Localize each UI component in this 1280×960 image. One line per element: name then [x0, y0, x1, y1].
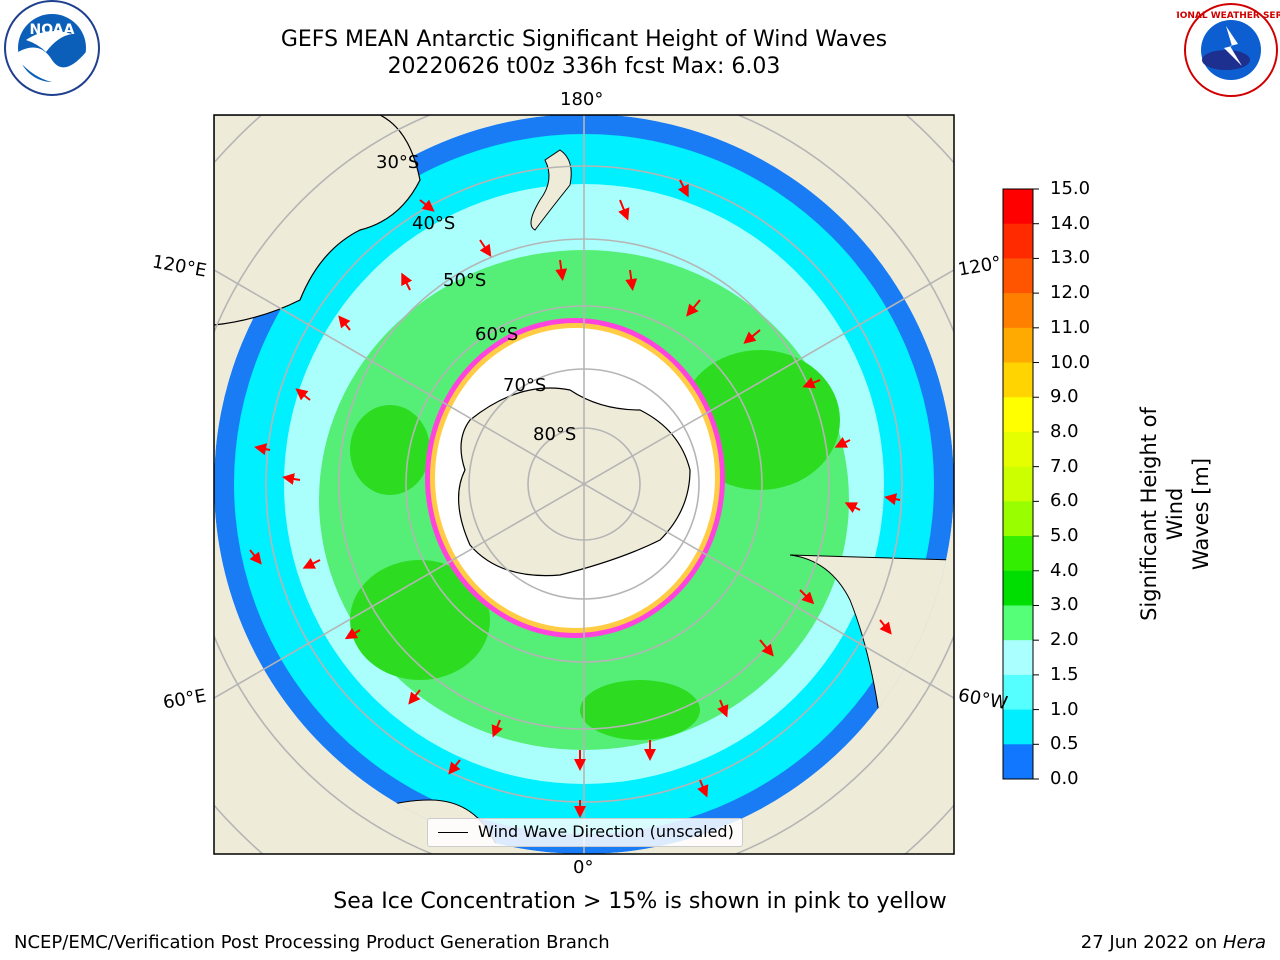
colorbar-segment	[1003, 189, 1033, 225]
antarctica	[457, 387, 691, 577]
colorbar-tick-label: 0.0	[1050, 768, 1079, 789]
lat-label-80s: 80°S	[533, 424, 577, 445]
map-legend: Wind Wave Direction (unscaled)	[427, 818, 743, 847]
colorbar-tick-label: 14.0	[1050, 212, 1091, 234]
colorbar-tick-label: 1.5	[1050, 663, 1079, 685]
australia	[214, 115, 421, 326]
colorbar-segment	[1003, 362, 1033, 398]
nws-logo-text: NATIONAL WEATHER SERVICE	[1176, 11, 1280, 21]
lon-label-180: 180°	[560, 89, 604, 110]
colorbar-segment	[1003, 501, 1033, 537]
noaa-logo: NOAA	[4, 0, 100, 96]
colorbar-tick-label: 0.5	[1050, 733, 1079, 755]
colorbar-label-line1: Significant Height of Wind	[1137, 407, 1187, 621]
colorbar-frame	[1002, 188, 1034, 780]
colorbar-tick-label: 13.0	[1050, 247, 1091, 269]
lon-label-0: 0°	[573, 857, 594, 878]
legend-line-symbol	[438, 832, 468, 833]
lat-label-60s: 60°S	[475, 324, 519, 345]
colorbar-tick-label: 7.0	[1050, 455, 1079, 477]
colorbar-label: Significant Height of Wind Waves [m]	[1136, 404, 1214, 624]
colorbar-segment	[1003, 674, 1033, 711]
chart-title: GEFS MEAN Antarctic Significant Height o…	[280, 27, 888, 52]
noaa-logo-text: NOAA	[30, 22, 75, 38]
date-prefix: 27 Jun 2022 on	[1080, 932, 1223, 953]
date-machine: Hera	[1222, 932, 1266, 953]
legend-label: Wind Wave Direction (unscaled)	[478, 822, 734, 841]
colorbar-segment	[1003, 431, 1033, 468]
map-frame	[213, 114, 955, 855]
graticule	[214, 115, 954, 854]
colorbar-segment	[1003, 570, 1033, 606]
colorbar-tick-label: 5.0	[1050, 525, 1079, 547]
colorbar-tick-label: 8.0	[1050, 420, 1079, 442]
colorbar-segment	[1003, 640, 1033, 676]
new-zealand	[530, 149, 572, 231]
colorbar-tick-label: 6.0	[1050, 490, 1079, 512]
credit-text: NCEP/EMC/Verification Post Processing Pr…	[14, 932, 610, 953]
colorbar-tick-label: 4.0	[1050, 559, 1079, 581]
colorbar-segment	[1003, 744, 1033, 780]
lat-label-70s: 70°S	[503, 375, 547, 396]
nws-logo: NATIONAL WEATHER SERVICE	[1176, 3, 1280, 97]
colorbar-segment	[1003, 709, 1033, 745]
colorbar-tick-label: 11.0	[1050, 316, 1091, 338]
colorbar-label-line2: Waves [m]	[1189, 457, 1213, 571]
colorbar-tick-label: 2.0	[1050, 629, 1079, 651]
colorbar-tick-label: 1.0	[1050, 698, 1079, 720]
colorbar-segment	[1003, 258, 1033, 294]
colorbar-segment	[1003, 293, 1033, 329]
colorbar-segment	[1003, 397, 1033, 433]
lat-label-50s: 50°S	[443, 270, 487, 291]
wind-arrows	[249, 179, 901, 818]
colorbar-segment	[1003, 466, 1033, 502]
colorbar-tick-label: 10.0	[1050, 351, 1091, 373]
colorbar-tick-label: 15.0	[1050, 178, 1091, 199]
colorbar-segment	[1003, 536, 1033, 572]
colorbar	[1003, 188, 1039, 780]
colorbar-segment	[1003, 605, 1033, 641]
lat-label-40s: 40°S	[412, 213, 456, 234]
lat-label-30s: 30°S	[376, 152, 420, 173]
colorbar-tick-label: 12.0	[1050, 282, 1091, 304]
sea-ice-note: Sea Ice Concentration > 15% is shown in …	[333, 889, 947, 914]
colorbar-segment	[1003, 327, 1033, 364]
date-text: 27 Jun 2022 on Hera	[1081, 932, 1266, 953]
colorbar-segment	[1003, 223, 1033, 259]
colorbar-tick-label: 3.0	[1050, 594, 1079, 616]
colorbar-tick-label: 9.0	[1050, 386, 1079, 408]
chart-subtitle: 20220626 t00z 336h fcst Max: 6.03	[387, 54, 781, 79]
